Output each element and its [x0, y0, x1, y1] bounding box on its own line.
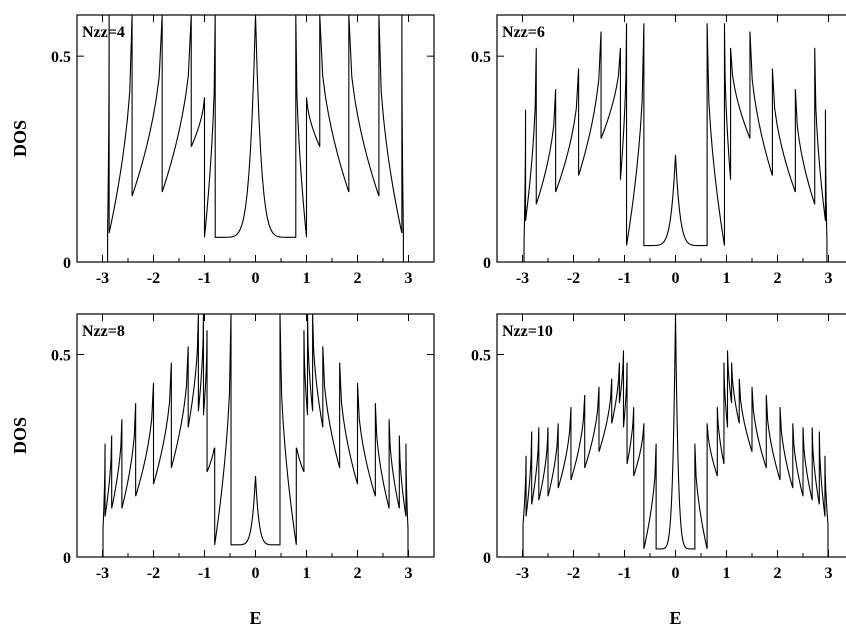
- x-tick-label: 2: [354, 270, 362, 287]
- y-axis-label: DOS: [10, 417, 30, 454]
- x-tick-label: 2: [774, 270, 782, 287]
- x-tick-label: 3: [405, 270, 413, 287]
- dos-curve: [522, 314, 829, 557]
- x-axis-label: E: [249, 608, 261, 626]
- y-tick-label: 0: [63, 255, 71, 272]
- x-tick-label: 2: [774, 565, 782, 582]
- y-tick-label: 0.5: [51, 348, 71, 365]
- y-axis-label: DOS: [10, 120, 30, 157]
- x-tick-label: -3: [516, 565, 529, 582]
- y-tick-label: 0: [483, 550, 491, 567]
- x-tick-label: -2: [147, 270, 160, 287]
- x-tick-label: 0: [672, 270, 680, 287]
- x-tick-label: -1: [618, 565, 631, 582]
- x-tick-label: -2: [567, 270, 580, 287]
- x-tick-label: 1: [723, 270, 731, 287]
- x-tick-label: 1: [303, 565, 311, 582]
- y-tick-label: 0.5: [51, 49, 71, 66]
- panel-label: Nzz=4: [82, 24, 125, 41]
- plot-frame: [76, 313, 435, 558]
- x-tick-label: 0: [252, 270, 260, 287]
- y-tick-label: 0.5: [471, 49, 491, 66]
- x-tick-label: 3: [405, 565, 413, 582]
- x-tick-label: -3: [96, 270, 109, 287]
- dos-curve: [102, 314, 409, 557]
- x-tick-label: 1: [303, 270, 311, 287]
- panel-nzz-6: -3 -2 -1 0 1 2 3 0 0.5 Nzz=6: [471, 14, 846, 287]
- x-tick-label: -2: [567, 565, 580, 582]
- y-tick-label: 0.5: [471, 348, 491, 365]
- x-tick-label: 0: [672, 565, 680, 582]
- x-tick-label: 2: [354, 565, 362, 582]
- x-tick-label: -3: [516, 270, 529, 287]
- panel-label: Nzz=8: [82, 323, 125, 340]
- y-tick-label: 0: [63, 550, 71, 567]
- y-tick-label: 0: [483, 255, 491, 272]
- x-tick-label: -1: [618, 270, 631, 287]
- x-tick-label: -1: [198, 270, 211, 287]
- x-tick-label: -3: [96, 565, 109, 582]
- panel-label: Nzz=6: [502, 24, 545, 41]
- panel-nzz-4: -3 -2 -1 0 1 2 3 0 0.5 DOS Nzz=4: [10, 14, 435, 287]
- panel-nzz-8: -3 -2 -1 0 1 2 3 0 0.5 DOS E Nzz=8: [10, 313, 435, 626]
- panel-label: Nzz=10: [502, 323, 553, 340]
- x-tick-label: -2: [147, 565, 160, 582]
- x-tick-label: 1: [723, 565, 731, 582]
- dos-curve: [107, 15, 404, 262]
- x-tick-label: 0: [252, 565, 260, 582]
- x-tick-label: 3: [825, 270, 833, 287]
- panel-nzz-10: -3 -2 -1 0 1 2 3 0 0.5 E Nzz=10: [471, 313, 846, 626]
- dos-curve: [523, 23, 828, 262]
- x-tick-label: -1: [198, 565, 211, 582]
- x-axis-label: E: [669, 608, 681, 626]
- x-tick-label: 3: [825, 565, 833, 582]
- plot-frame: [496, 14, 846, 263]
